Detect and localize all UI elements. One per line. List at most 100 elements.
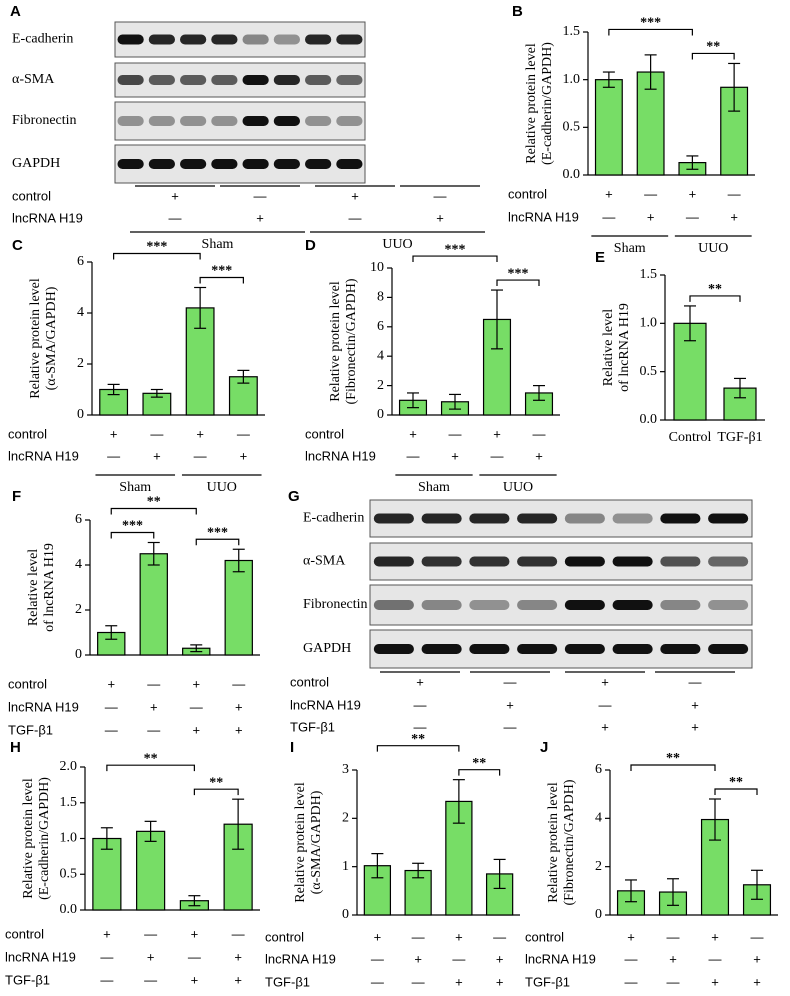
blot-band xyxy=(117,116,144,126)
y-tick-label: 1.0 xyxy=(60,831,78,846)
y-tick-label: 0 xyxy=(377,407,384,422)
condition-label: TGF-β1 xyxy=(265,974,310,989)
error-bar xyxy=(194,286,207,329)
condition-mark: — xyxy=(100,949,113,964)
blot-band xyxy=(612,644,653,654)
group-label: UUO xyxy=(503,480,533,495)
blot-band xyxy=(612,600,653,610)
blot-band xyxy=(469,644,510,654)
significance-bracket xyxy=(691,52,735,60)
blot-band xyxy=(421,513,462,524)
condition-mark: + xyxy=(711,929,719,944)
blot-band xyxy=(469,556,510,567)
blot-band xyxy=(242,159,269,169)
condition-mark: — xyxy=(504,719,517,734)
protein-label: Fibronectin xyxy=(303,597,368,612)
protein-label: GAPDH xyxy=(12,156,60,171)
condition-label: lncRNA H19 xyxy=(8,699,79,714)
blot-band xyxy=(612,556,653,567)
panel-letter: H xyxy=(10,739,21,756)
condition-mark: + xyxy=(496,974,504,989)
condition-mark: + xyxy=(416,674,424,689)
significance-bracket xyxy=(113,252,201,260)
condition-mark: + xyxy=(414,951,422,966)
protein-label: Fibronectin xyxy=(12,113,77,128)
y-axis-label: Relative protein level xyxy=(524,43,539,164)
condition-label: control xyxy=(290,674,329,689)
blot-band xyxy=(180,159,207,169)
condition-mark: — xyxy=(414,719,427,734)
condition-label: control xyxy=(8,426,47,441)
condition-mark: + xyxy=(191,926,199,941)
condition-mark: — xyxy=(625,951,638,966)
condition-mark: — xyxy=(349,210,362,225)
blot-band xyxy=(273,34,300,45)
significance-label: ** xyxy=(147,495,161,510)
panel-letter: I xyxy=(290,739,294,756)
blot-band xyxy=(211,75,238,85)
condition-mark: + xyxy=(235,722,243,737)
y-tick-label: 0.5 xyxy=(60,866,78,881)
significance-bracket xyxy=(110,531,155,539)
condition-mark: + xyxy=(192,676,200,691)
blot-band xyxy=(469,600,510,610)
blot-band xyxy=(564,600,605,610)
condition-mark: — xyxy=(150,426,163,441)
blot-band xyxy=(421,600,462,610)
condition-mark: + xyxy=(627,929,635,944)
group-label: UUO xyxy=(382,237,412,252)
condition-mark: — xyxy=(147,722,160,737)
condition-mark: — xyxy=(452,951,465,966)
error-bar xyxy=(728,62,741,112)
group-label: Sham xyxy=(202,237,234,252)
condition-mark: — xyxy=(190,699,203,714)
condition-mark: + xyxy=(256,210,264,225)
condition-mark: — xyxy=(107,448,120,463)
y-tick-label: 2 xyxy=(595,859,602,874)
group-label: UUO xyxy=(207,480,237,495)
y-tick-label: 1.0 xyxy=(640,316,658,331)
blot-band xyxy=(305,116,332,126)
condition-label: control xyxy=(5,926,44,941)
condition-mark: + xyxy=(235,699,243,714)
condition-mark: + xyxy=(192,722,200,737)
condition-mark: — xyxy=(412,974,425,989)
significance-bracket xyxy=(689,295,741,302)
condition-label: lncRNA H19 xyxy=(290,697,361,712)
error-bar xyxy=(371,853,384,879)
y-axis-label: Relative protein level xyxy=(28,278,43,399)
condition-mark: + xyxy=(730,209,738,224)
y-axis-label: (Fibronectin/GAPDH) xyxy=(344,278,359,404)
blot-strip xyxy=(369,584,753,626)
blot-band xyxy=(708,513,749,524)
y-axis-label: Relative protein level xyxy=(293,782,308,903)
error-bar xyxy=(709,798,721,841)
condition-mark: + xyxy=(234,972,242,987)
y-tick-label: 0 xyxy=(75,647,82,662)
condition-mark: + xyxy=(436,210,444,225)
blot-band xyxy=(660,556,701,567)
y-tick-label: 4 xyxy=(377,348,384,363)
y-tick-label: 8 xyxy=(377,290,384,305)
error-bar xyxy=(667,878,679,906)
y-tick-label: 6 xyxy=(75,512,82,527)
condition-mark: + xyxy=(455,929,463,944)
condition-mark: — xyxy=(371,974,384,989)
condition-mark: + xyxy=(240,448,248,463)
blot-band xyxy=(117,75,144,85)
error-bar xyxy=(190,644,203,653)
error-bar xyxy=(644,54,657,90)
condition-mark: + xyxy=(691,719,699,734)
error-bar xyxy=(751,869,763,900)
y-tick-label: 0 xyxy=(595,907,602,922)
condition-label: lncRNA H19 xyxy=(265,951,336,966)
blot-band xyxy=(148,159,175,169)
y-tick-label: 2 xyxy=(77,356,84,371)
y-axis-label: (α-SMA/GAPDH) xyxy=(44,286,59,390)
y-tick-label: 2.0 xyxy=(60,759,78,774)
blot-band xyxy=(211,116,238,126)
y-tick-label: 0.5 xyxy=(563,120,581,135)
blot-band xyxy=(517,513,558,524)
condition-mark: + xyxy=(110,426,118,441)
